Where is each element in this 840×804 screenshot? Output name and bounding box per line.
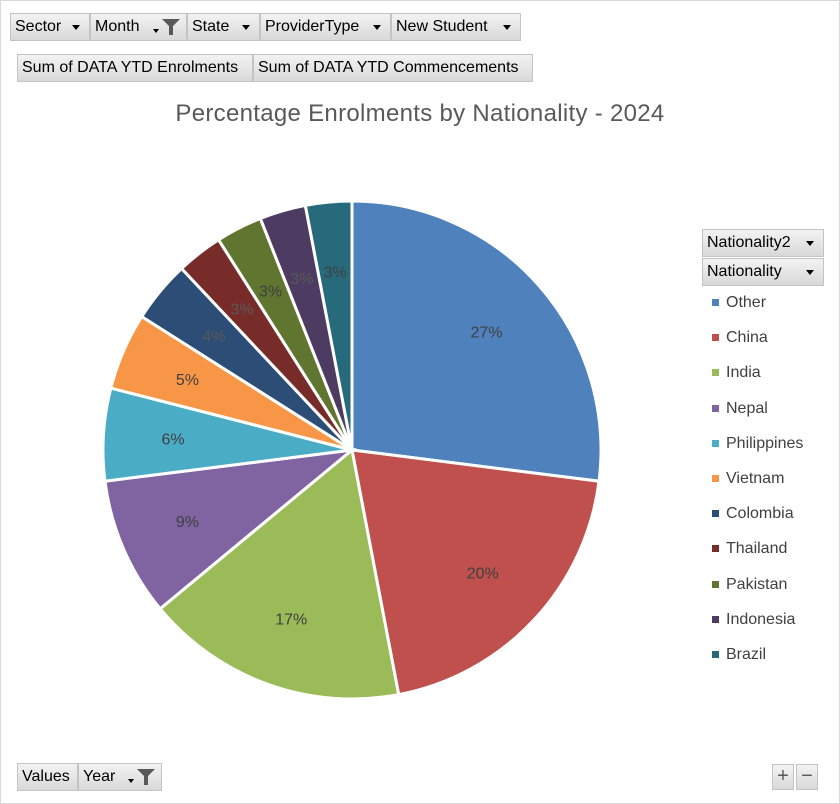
- filter-state-button[interactable]: State: [187, 13, 260, 41]
- legend-swatch: [712, 580, 719, 588]
- data-label-china: 20%: [467, 566, 499, 583]
- legend-label: Nepal: [726, 399, 768, 417]
- legend-swatch: [712, 439, 719, 447]
- values-commencements-button[interactable]: Sum of DATA YTD Commencements: [253, 54, 533, 82]
- year-field-label: Year: [83, 768, 116, 785]
- axis-nationality-button[interactable]: Nationality: [702, 258, 824, 286]
- legend-swatch: [712, 510, 719, 518]
- values-field-label: Values: [22, 768, 70, 785]
- legend-label: China: [726, 329, 768, 347]
- pie-slice-china[interactable]: [350, 448, 601, 697]
- filter-providertype-label: ProviderType: [265, 18, 360, 35]
- legend-label: Vietnam: [726, 470, 785, 487]
- legend-label: Indonesia: [726, 610, 796, 628]
- legend-swatch: [712, 545, 719, 553]
- chevron-down-icon: [806, 270, 814, 275]
- legend-swatch: [712, 651, 719, 658]
- filter-month-button[interactable]: Month: [90, 13, 187, 41]
- data-label-indonesia: 3%: [290, 271, 313, 288]
- data-label-thailand: 3%: [231, 301, 254, 318]
- chevron-down-icon: [503, 25, 511, 30]
- data-label-other: 27%: [470, 324, 502, 341]
- legend-swatch: [712, 369, 719, 377]
- pie-slice-other[interactable]: [350, 199, 603, 483]
- chevron-down-icon: [806, 241, 814, 246]
- legend-label: Colombia: [726, 505, 794, 523]
- year-field-button[interactable]: Year: [78, 763, 162, 791]
- chevron-down-icon: [128, 779, 134, 783]
- data-label-brazil: 3%: [324, 265, 347, 282]
- chevron-down-icon: [72, 25, 80, 30]
- axis-nationality2-button[interactable]: Nationality2: [702, 229, 824, 257]
- legend-label: Thailand: [726, 540, 788, 558]
- data-label-vietnam: 5%: [176, 372, 199, 389]
- data-label-india: 17%: [275, 612, 307, 629]
- legend-swatch: [712, 299, 719, 306]
- legend-swatch: [712, 615, 719, 623]
- values-enrolments-button[interactable]: Sum of DATA YTD Enrolments: [17, 54, 253, 82]
- pie-slice-brazil[interactable]: [303, 199, 354, 451]
- filter-month-label: Month: [95, 18, 140, 35]
- legend-label: Philippines: [726, 434, 804, 452]
- pie-slice-india[interactable]: [158, 447, 401, 701]
- legend-label: Other: [726, 294, 767, 311]
- axis-nationality2-label: Nationality2: [707, 234, 791, 251]
- zoom-in-button[interactable]: +: [772, 764, 794, 790]
- filter-new-student-label: New Student: [396, 18, 488, 35]
- values-field-button[interactable]: Values: [17, 763, 78, 791]
- filter-icon: [137, 769, 155, 785]
- chevron-down-icon: [373, 25, 381, 30]
- data-label-nepal: 9%: [176, 514, 199, 531]
- pie-slice-nepal[interactable]: [103, 447, 357, 611]
- filter-state-label: State: [192, 18, 230, 35]
- chevron-down-icon: [242, 25, 250, 30]
- legend-label: Pakistan: [726, 575, 788, 593]
- values-commencements-label: Sum of DATA YTD Commencements: [258, 59, 519, 76]
- legend-swatch: [712, 475, 719, 482]
- data-label-pakistan: 3%: [259, 283, 282, 300]
- legend-label: Brazil: [726, 646, 767, 663]
- data-label-philippines: 6%: [162, 432, 185, 449]
- filter-sector-label: Sector: [15, 18, 62, 35]
- filter-sector-button[interactable]: Sector: [10, 13, 90, 41]
- axis-nationality-label: Nationality: [707, 263, 782, 280]
- zoom-out-button[interactable]: −: [796, 764, 818, 790]
- legend-label: India: [726, 364, 761, 382]
- values-enrolments-label: Sum of DATA YTD Enrolments: [22, 59, 239, 76]
- data-label-colombia: 4%: [202, 329, 225, 346]
- chart-title: Percentage Enrolments by Nationality - 2…: [175, 100, 665, 127]
- chevron-down-icon: [153, 29, 159, 33]
- legend-swatch: [712, 404, 719, 412]
- filter-icon: [162, 19, 180, 35]
- filter-providertype-button[interactable]: ProviderType: [260, 13, 391, 41]
- legend-swatch: [712, 334, 719, 342]
- filter-new-student-button[interactable]: New Student: [391, 13, 521, 41]
